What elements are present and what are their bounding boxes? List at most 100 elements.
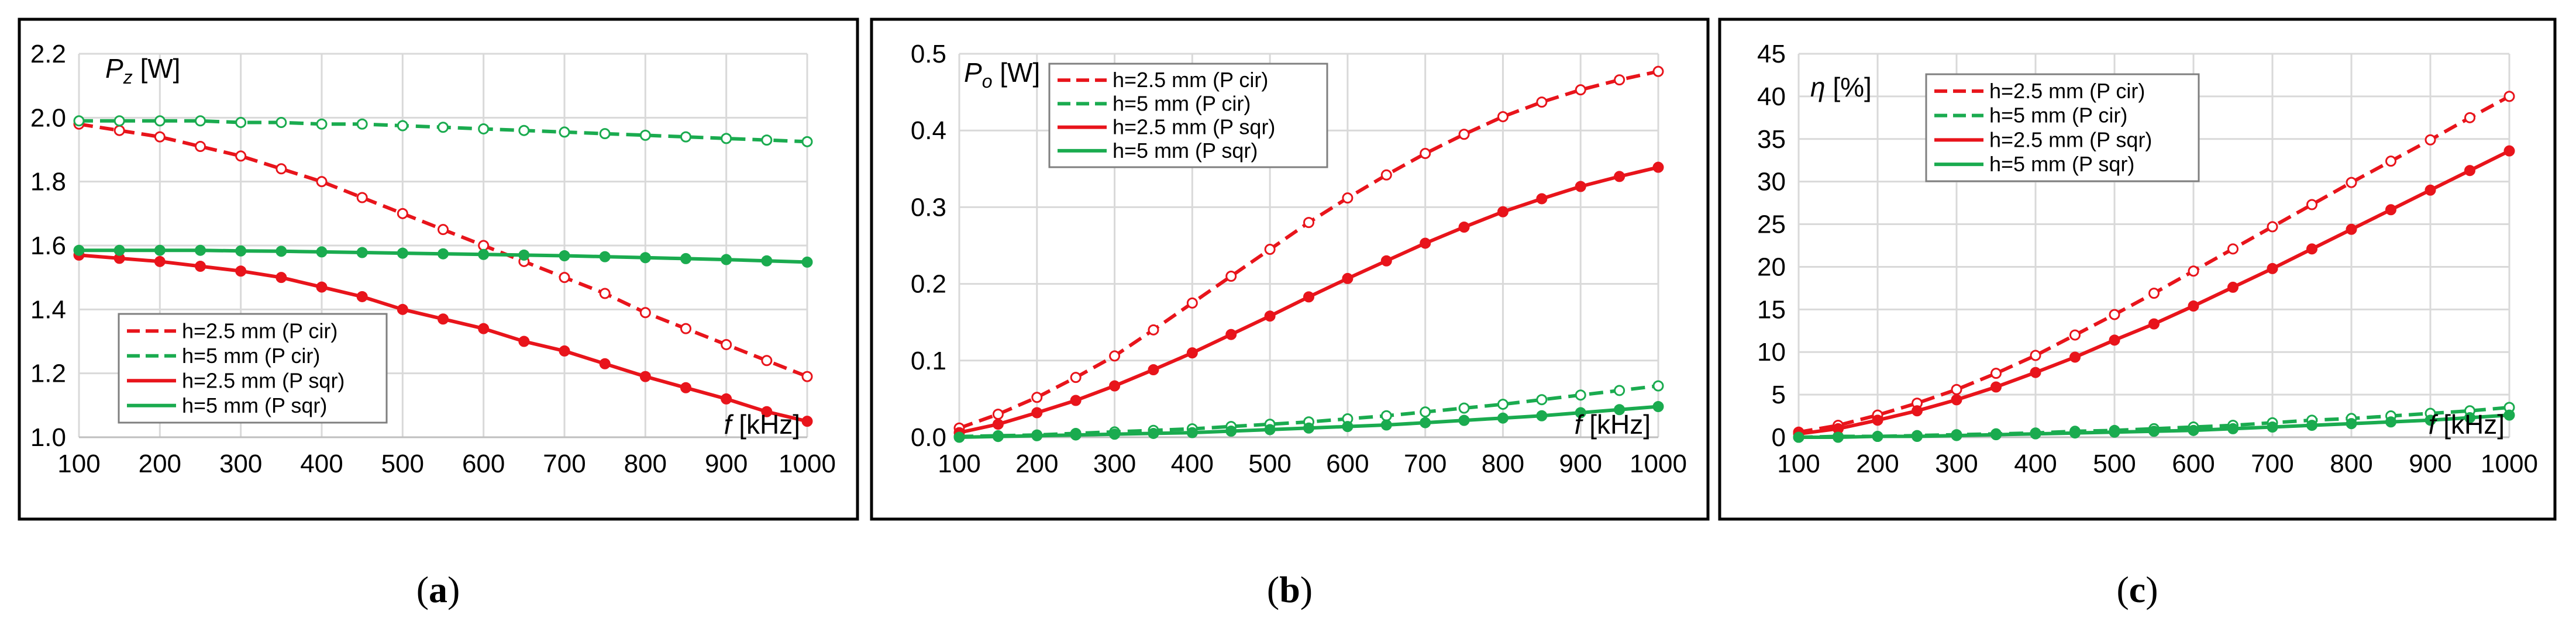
data-point [397,120,408,132]
data-point [113,244,125,256]
data-point [2306,420,2317,431]
data-point [316,246,328,258]
data-point [801,371,813,382]
data-point [1070,395,1082,406]
data-point [1652,380,1664,392]
x-axis-label: f [kHz] [1575,409,1651,440]
data-point [2227,423,2238,434]
x-tick-label: 1000 [779,450,836,478]
data-point [1536,96,1548,108]
x-tick-label: 700 [2251,450,2293,478]
data-point [2267,262,2278,274]
y-tick-label: 1.6 [30,231,66,260]
data-point [599,128,611,140]
x-tick-label: 300 [219,450,262,478]
data-point [1186,347,1198,359]
y-axis-label: Pz [W] [105,53,180,88]
panel-a-frame [18,18,859,521]
data-point [1536,394,1548,406]
data-point [113,115,125,127]
y-tick-label: 1.8 [30,168,66,196]
data-point [2346,177,2357,188]
data-point [1872,414,1883,426]
data-point [275,272,287,284]
data-point [438,313,449,325]
x-tick-label: 800 [2330,450,2372,478]
data-point [73,115,85,127]
y-axis-label: Po [W] [964,57,1040,92]
data-point [2385,204,2396,216]
data-point [1303,291,1314,303]
data-point [2030,350,2041,361]
data-point [1264,424,1276,435]
data-point [761,255,773,267]
data-point [275,117,287,129]
data-point [992,419,1004,430]
data-point [1575,181,1586,192]
data-point [195,141,206,153]
data-point [154,255,166,267]
data-point [195,115,206,127]
x-tick-label: 400 [2014,450,2057,478]
data-point [438,248,449,260]
data-point [1070,429,1082,441]
data-point [2227,281,2238,293]
data-point [478,123,490,134]
x-tick-label: 200 [1015,450,1058,478]
data-point [235,117,247,129]
y-tick-label: 10 [1757,338,1786,367]
data-point [992,409,1004,420]
legend-label-1: h=2.5 mm (P cir) [182,319,338,343]
data-point [2503,145,2515,157]
y-tick-label: 0.4 [911,116,946,145]
data-point [235,150,247,162]
x-tick-label: 300 [1935,450,1978,478]
y-tick-label: 1.4 [30,295,66,324]
data-point [478,240,490,251]
data-point [1912,405,1923,417]
data-point [953,431,965,443]
data-point [397,303,408,315]
data-point [2346,223,2357,235]
x-tick-label: 100 [1777,450,1820,478]
data-point [559,250,570,261]
data-point [801,256,813,268]
y-tick-label: 2.0 [30,103,66,132]
data-point [1458,129,1470,140]
data-point [2109,426,2120,438]
data-point [1990,381,2002,393]
data-point [2188,265,2199,277]
data-point [438,122,449,133]
data-point [1951,383,1962,395]
data-point [1148,427,1159,439]
y-tick-label: 35 [1757,125,1786,154]
y-tick-label: 0.3 [911,193,946,222]
data-point [1031,407,1043,419]
data-point [1109,350,1121,362]
data-point [559,126,570,138]
chart-a: 100 200 300 400 500 600 700 800 900 1000 1.0 1.2 1.4… [30,40,836,478]
data-point [1264,310,1276,322]
x-tick-label: 600 [2172,450,2215,478]
y-tick-label: 20 [1757,253,1786,281]
data-point [1342,421,1354,433]
x-tick-label: 500 [2093,450,2136,478]
x-tick-label: 800 [624,450,667,478]
data-point [2227,243,2238,255]
legend-label-2: h=5 mm (P cir) [1989,103,2127,127]
data-point [438,224,449,236]
data-point [1497,412,1509,424]
data-point [761,406,773,417]
x-tick-label: 200 [1856,450,1899,478]
data-point [2148,426,2160,437]
x-tick-label: 1000 [1630,450,1687,478]
data-point [1225,426,1237,437]
data-point [518,249,530,261]
data-point [1342,272,1354,284]
y-tick-label: 15 [1757,295,1786,324]
x-tick-label: 400 [300,450,343,478]
data-point [1148,324,1159,336]
data-point [2030,428,2041,440]
data-point [2267,221,2278,233]
data-point [518,125,530,136]
